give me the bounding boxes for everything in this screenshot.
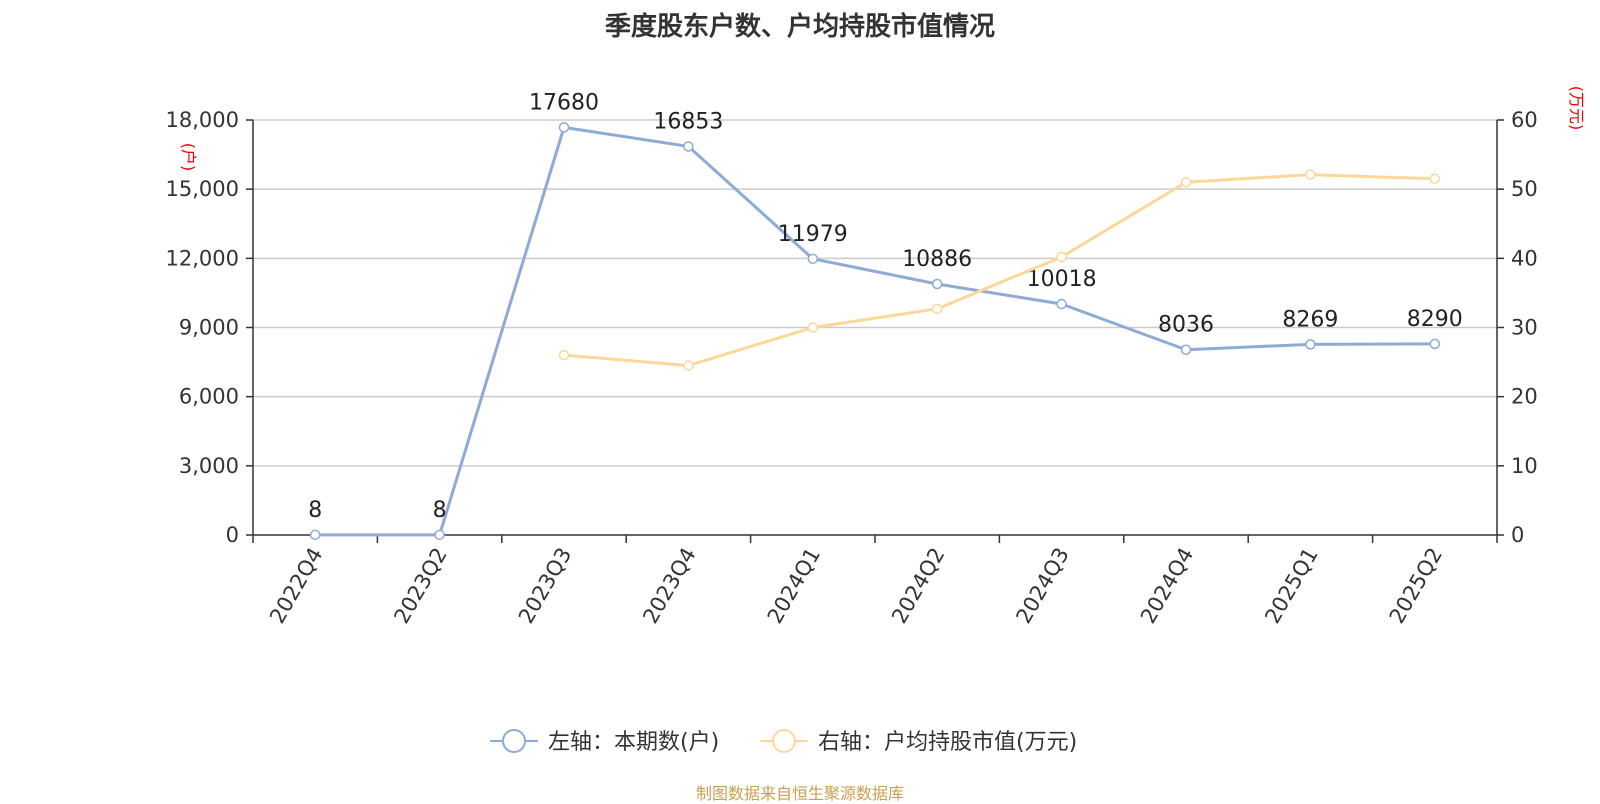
right-axis-tick-label: 0 — [1511, 523, 1524, 547]
right-axis-tick-label: 50 — [1511, 177, 1538, 201]
left-axis-unit: (户) — [179, 143, 198, 172]
data-label: 8036 — [1158, 313, 1214, 338]
avg-value-point — [807, 322, 819, 333]
holders-point — [931, 278, 943, 290]
right-axis-tick-label: 30 — [1511, 316, 1538, 340]
x-axis-tick-label: 2023Q2 — [389, 544, 451, 628]
data-label: 8 — [433, 498, 447, 523]
legend-holders-label: 左轴：本期数(户) — [548, 730, 719, 755]
data-label: 8290 — [1407, 307, 1463, 332]
series-line-avg-value — [563, 173, 1435, 368]
x-axis-tick-label: 2024Q2 — [887, 544, 949, 628]
holders-point — [1056, 298, 1067, 310]
legend-avg-value-marker — [772, 729, 796, 753]
x-axis-tick-label: 2023Q4 — [638, 544, 700, 628]
avg-value-point — [1056, 251, 1067, 263]
x-axis-tick-label: 2023Q3 — [514, 544, 576, 628]
left-axis-tick-label: 6,000 — [179, 385, 239, 409]
x-axis-tick-label: 2025Q1 — [1260, 544, 1322, 628]
data-label: 16853 — [653, 109, 723, 134]
avg-value-point — [1429, 173, 1441, 185]
left-axis-tick-label: 15,000 — [166, 177, 239, 201]
holders-point — [807, 253, 819, 265]
x-axis-tick-label: 2024Q1 — [763, 544, 825, 628]
holders-point — [309, 529, 321, 541]
left-axis-tick-label: 9,000 — [179, 316, 239, 340]
x-axis-tick-label: 2024Q3 — [1011, 544, 1073, 628]
data-source-footer: 制图数据来自恒生聚源数据库 — [695, 784, 904, 803]
legend-avg-value-label: 右轴：户均持股市值(万元) — [818, 730, 1077, 755]
avg-value-point — [931, 303, 943, 315]
x-axis-tick-label: 2022Q4 — [265, 544, 327, 628]
data-label: 8 — [308, 498, 322, 523]
right-axis-tick-label: 60 — [1511, 108, 1538, 132]
right-axis-unit: (万元) — [1567, 86, 1586, 131]
holders-point — [1180, 344, 1192, 355]
series-line-holders — [315, 125, 1435, 537]
data-label: 8269 — [1282, 307, 1338, 332]
right-axis-tick-label: 40 — [1511, 246, 1538, 270]
left-axis-tick-label: 0 — [226, 523, 239, 547]
legend-holders-marker — [502, 729, 526, 753]
avg-value-point — [683, 360, 694, 371]
left-axis-tick-label: 12,000 — [166, 246, 239, 270]
data-label: 17680 — [529, 90, 599, 115]
left-axis-tick-label: 3,000 — [179, 454, 239, 478]
chart-title: 季度股东户数、户均持股市值情况 — [604, 12, 995, 42]
data-label: 11979 — [778, 222, 848, 247]
x-axis-tick-label: 2024Q4 — [1136, 544, 1198, 628]
holders-point — [1305, 339, 1316, 350]
data-label: 10886 — [902, 247, 972, 272]
right-axis-tick-label: 20 — [1511, 385, 1538, 409]
data-label: 10018 — [1027, 267, 1097, 292]
left-axis-tick-label: 18,000 — [166, 108, 239, 132]
holders-point — [1429, 338, 1441, 350]
holders-point — [434, 529, 445, 541]
avg-value-point — [558, 349, 570, 361]
right-axis-tick-label: 10 — [1511, 454, 1538, 478]
avg-value-point — [1180, 177, 1192, 188]
holders-point — [683, 141, 694, 152]
holders-point — [558, 122, 570, 133]
avg-value-point — [1305, 169, 1316, 180]
x-axis-tick-label: 2025Q2 — [1385, 544, 1447, 628]
